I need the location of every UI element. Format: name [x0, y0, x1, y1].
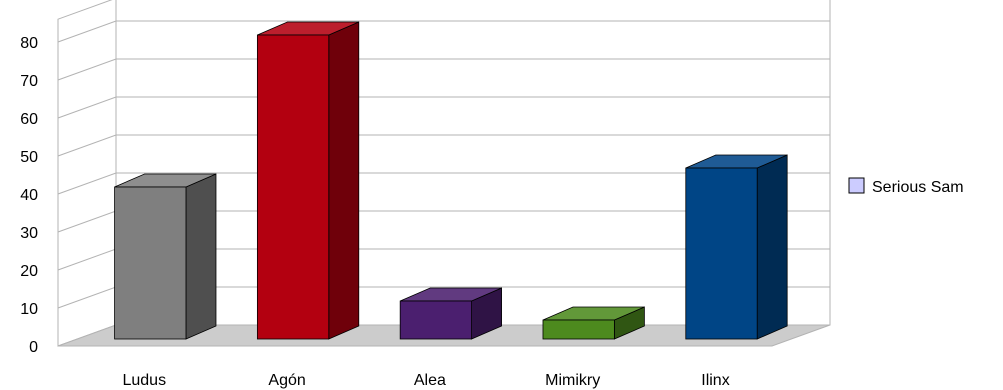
bar-agón [256, 21, 360, 340]
bar-ilinx [685, 154, 788, 340]
x-tick-label: Mimikry [545, 372, 600, 389]
y-tick-label: 70 [20, 73, 38, 90]
y-tick-label: 50 [20, 149, 38, 166]
x-axis: Ludus Agón Alea Mimikry Ilinx [122, 372, 729, 389]
bar-alea [399, 287, 502, 340]
y-tick-label: 20 [20, 263, 38, 280]
bar-front [256, 34, 330, 340]
bar-front [399, 300, 472, 340]
y-tick-label: 0 [29, 339, 38, 356]
bar-front [542, 319, 615, 340]
bar-side [328, 21, 360, 340]
x-tick-label: Ilinx [701, 372, 729, 389]
bar-front [685, 167, 758, 340]
y-axis: 0 10 20 30 40 50 60 70 80 [20, 35, 38, 356]
gridline [57, 58, 830, 81]
y-tick-label: 30 [20, 225, 38, 242]
x-tick-label: Alea [414, 372, 446, 389]
left-wall [57, 0, 117, 347]
y-tick-label: 10 [20, 301, 38, 318]
gridline [57, 20, 830, 43]
y-tick-label: 80 [20, 35, 38, 52]
x-tick-label: Ludus [122, 372, 166, 389]
legend: Serious Sam [848, 177, 964, 196]
y-tick-label: 40 [20, 187, 38, 204]
legend-label-serious-sam: Serious Sam [872, 179, 964, 196]
gridline [57, 172, 830, 195]
gridline [57, 134, 830, 157]
bar-ludus [114, 173, 217, 340]
bar-mimikry [542, 306, 645, 340]
bar-side [185, 173, 217, 340]
bar-front [114, 186, 187, 340]
x-tick-label: Agón [268, 372, 305, 389]
y-tick-label: 60 [20, 111, 38, 128]
bars [114, 21, 788, 340]
gridline [57, 96, 830, 119]
bar-side [756, 154, 788, 340]
legend-swatch-serious-sam [848, 177, 865, 194]
